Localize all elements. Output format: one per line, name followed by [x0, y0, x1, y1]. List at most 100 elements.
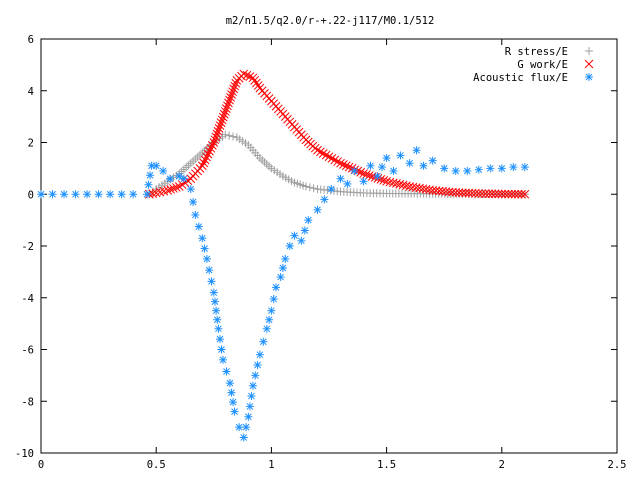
data-point — [230, 407, 239, 416]
data-point — [316, 147, 325, 157]
data-point — [321, 150, 331, 160]
data-point — [510, 189, 520, 199]
data-point — [169, 184, 178, 193]
data-point — [392, 179, 401, 188]
data-point — [398, 180, 408, 190]
data-point — [330, 155, 340, 165]
data-point — [222, 367, 231, 376]
x-tick-label: 0.5 — [147, 459, 166, 471]
data-point — [229, 84, 239, 94]
data-point — [513, 189, 523, 199]
data-point — [227, 90, 236, 99]
data-point — [324, 152, 334, 162]
data-point — [300, 226, 309, 235]
data-point — [217, 345, 226, 354]
data-point — [474, 189, 484, 198]
data-point — [224, 98, 233, 108]
data-point — [388, 178, 398, 188]
data-point — [205, 146, 214, 156]
data-point — [497, 189, 507, 199]
data-point — [320, 195, 329, 204]
data-point — [186, 185, 195, 194]
data-point — [281, 254, 290, 263]
data-point — [199, 158, 209, 168]
data-point — [172, 183, 181, 192]
data-point — [214, 124, 224, 133]
data-point — [457, 188, 467, 198]
y-tick-label: 6 — [28, 34, 34, 46]
legend-marker — [584, 59, 594, 69]
data-point — [259, 337, 268, 346]
data-point — [327, 153, 337, 163]
data-point — [385, 177, 395, 187]
data-point — [265, 315, 274, 324]
data-point — [487, 189, 497, 199]
data-point — [216, 118, 226, 128]
data-point — [362, 170, 371, 179]
data-point — [248, 73, 258, 83]
data-point — [251, 371, 260, 380]
x-tick-label: 0 — [38, 459, 44, 471]
data-point — [210, 297, 219, 306]
chart-title: m2/n1.5/q2.0/r-+.22-j117/M0.1/512 — [226, 15, 435, 27]
y-tick-label: 0 — [28, 189, 34, 201]
x-tick-label: 2.5 — [608, 459, 627, 471]
data-point — [48, 190, 57, 199]
data-point — [198, 234, 207, 243]
data-point — [205, 266, 214, 275]
data-point — [202, 152, 211, 162]
data-point — [412, 146, 421, 155]
legend-label: R stress/E — [505, 46, 568, 58]
data-point — [339, 160, 348, 169]
data-point — [255, 350, 264, 359]
data-point — [343, 179, 352, 188]
data-point — [486, 164, 495, 173]
data-point — [451, 166, 460, 175]
data-point — [117, 190, 126, 199]
data-point — [517, 189, 526, 199]
data-point — [210, 135, 220, 145]
data-point — [373, 172, 382, 181]
data-point — [262, 324, 271, 333]
x-tick-label: 1 — [268, 459, 274, 471]
data-point — [83, 190, 92, 199]
data-point — [252, 78, 261, 88]
y-tick-label: -10 — [15, 448, 34, 460]
data-point — [464, 188, 474, 198]
data-point — [477, 189, 487, 198]
data-point — [490, 189, 500, 199]
data-point — [344, 162, 354, 172]
data-point — [359, 169, 368, 178]
data-point — [359, 177, 368, 186]
data-point — [405, 159, 414, 168]
data-point — [146, 171, 155, 180]
data-point — [509, 163, 518, 172]
data-point — [428, 156, 437, 165]
data-point — [215, 121, 225, 130]
data-point — [267, 306, 276, 315]
data-point — [209, 138, 219, 147]
data-point — [242, 423, 251, 432]
x-tick-label: 1.5 — [377, 459, 396, 471]
data-point — [221, 130, 230, 139]
data-point — [461, 188, 470, 198]
data-point — [336, 174, 345, 183]
data-point — [396, 151, 405, 160]
data-point — [494, 189, 503, 199]
data-point — [206, 143, 216, 153]
series-layer — [37, 69, 530, 442]
data-point — [220, 107, 230, 116]
data-point — [350, 165, 360, 175]
data-point — [209, 288, 218, 297]
data-point — [218, 112, 228, 122]
data-point — [389, 166, 398, 175]
data-point — [222, 104, 231, 113]
data-point — [318, 149, 328, 158]
data-point — [341, 161, 351, 171]
data-point — [159, 166, 168, 175]
y-tick-label: -2 — [21, 241, 34, 253]
plot-frame — [40, 38, 618, 454]
data-point — [451, 188, 461, 197]
data-point — [313, 205, 322, 214]
